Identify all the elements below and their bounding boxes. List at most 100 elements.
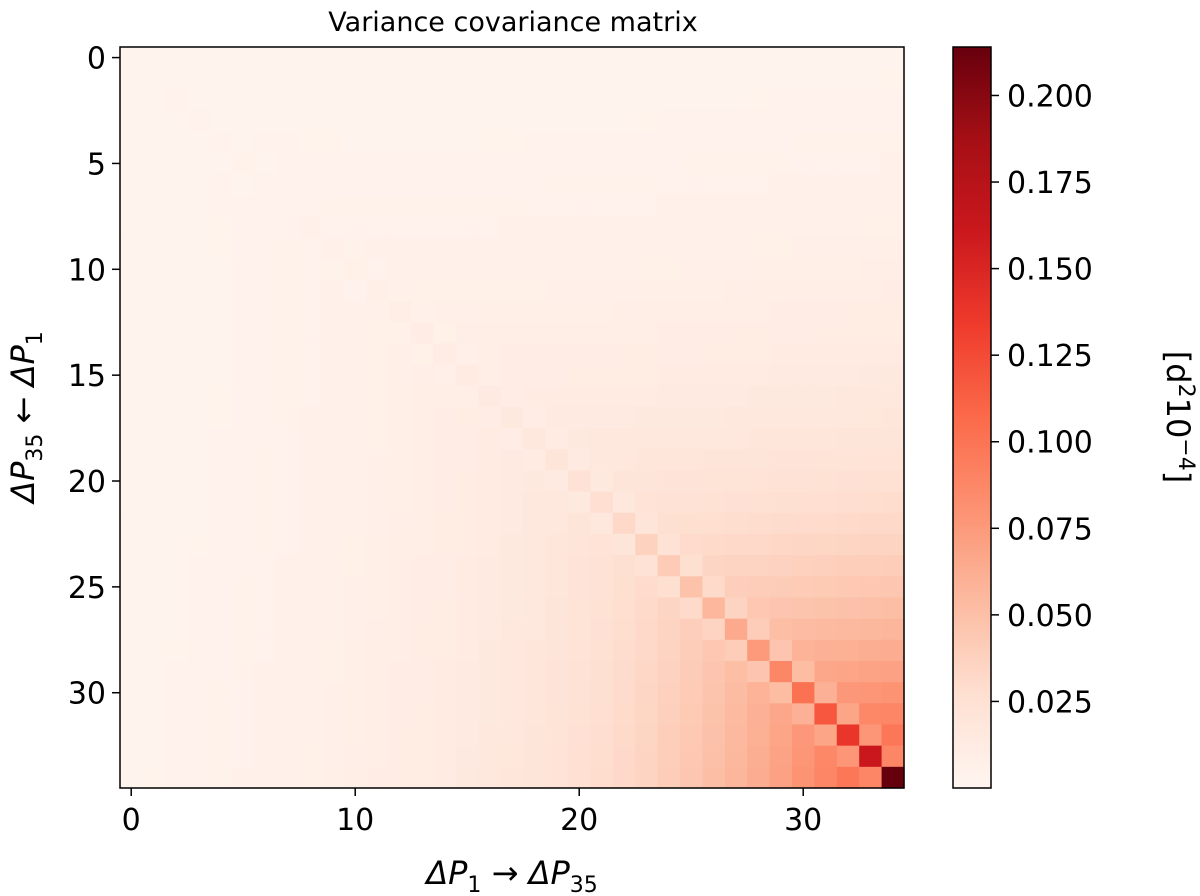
heatmap-cell: [232, 470, 255, 493]
x-label-arrow: →: [481, 854, 528, 892]
heatmap-cell: [859, 131, 883, 154]
heatmap-cell: [164, 47, 188, 69]
heatmap-cell: [747, 533, 771, 556]
heatmap-cell: [299, 533, 323, 556]
heatmap-cell: [702, 470, 726, 493]
heatmap-cell: [187, 682, 211, 704]
heatmap-cell: [814, 745, 838, 768]
heatmap-cell: [142, 639, 166, 662]
heatmap-cell: [635, 660, 659, 683]
heatmap-cell: [635, 343, 659, 366]
heatmap-cell: [747, 131, 771, 154]
heatmap-cell: [881, 364, 905, 387]
heatmap-cell: [545, 533, 569, 556]
heatmap-cell: [299, 131, 323, 154]
heatmap-cell: [344, 682, 367, 704]
heatmap-cell: [523, 343, 547, 366]
heatmap-cell: [657, 533, 681, 556]
heatmap-cell: [657, 216, 681, 239]
heatmap-cell: [747, 491, 771, 514]
y-label-term-b: ΔP: [4, 345, 42, 390]
heatmap-cell: [433, 576, 457, 599]
heatmap-cell: [276, 279, 300, 302]
heatmap-cell: [321, 131, 345, 154]
heatmap-cell: [142, 131, 166, 154]
heatmap-cell: [680, 618, 703, 641]
heatmap-cell: [657, 597, 681, 620]
heatmap-cell: [836, 533, 860, 556]
heatmap-cell: [568, 195, 591, 217]
heatmap-cell: [276, 237, 300, 260]
heatmap-cell: [680, 68, 703, 90]
heatmap-cell: [568, 89, 591, 112]
heatmap-cell: [500, 322, 524, 344]
heatmap-cell: [657, 766, 681, 789]
heatmap-cell: [232, 766, 255, 789]
heatmap-cell: [254, 406, 278, 429]
heatmap-cell: [836, 682, 860, 704]
heatmap-cell: [433, 364, 457, 387]
heatmap-cell: [814, 428, 838, 450]
heatmap-cell: [456, 406, 479, 429]
heatmap-cell: [523, 724, 547, 747]
heatmap-cell: [142, 470, 166, 493]
heatmap-cell: [388, 322, 412, 344]
heatmap-cell: [388, 576, 412, 599]
heatmap-cell: [635, 724, 659, 747]
heatmap-cell: [747, 279, 771, 302]
x-label-sub-a: 1: [467, 873, 481, 896]
heatmap-cell: [769, 131, 793, 154]
heatmap-cell: [881, 385, 905, 408]
heatmap-cell: [590, 406, 614, 429]
heatmap-cell: [344, 745, 367, 768]
heatmap-cell: [590, 512, 614, 535]
heatmap-cell: [478, 237, 502, 260]
heatmap-cell: [814, 533, 838, 556]
heatmap-cell: [500, 152, 524, 175]
heatmap-cell: [187, 364, 211, 387]
heatmap-cell: [209, 89, 233, 112]
y-tick-label: 10: [68, 253, 106, 288]
heatmap-cell: [881, 745, 905, 768]
heatmap-cell: [254, 89, 278, 112]
heatmap-cell: [232, 279, 255, 302]
heatmap-cell: [366, 470, 390, 493]
heatmap-cell: [478, 555, 502, 577]
heatmap-cell: [276, 428, 300, 450]
heatmap-cell: [388, 597, 412, 620]
heatmap-cell: [142, 152, 166, 175]
heatmap-cell: [545, 385, 569, 408]
heatmap-cell: [187, 745, 211, 768]
heatmap-cell: [545, 195, 569, 217]
heatmap-cell: [232, 322, 255, 344]
heatmap-cell: [120, 491, 143, 514]
heatmap-cell: [120, 470, 143, 493]
heatmap-cell: [747, 152, 771, 175]
heatmap-cell: [388, 724, 412, 747]
heatmap-cell: [859, 703, 883, 726]
colorbar-tick-label: 0.150: [1007, 253, 1093, 288]
heatmap-cell: [792, 660, 815, 683]
heatmap-cell: [881, 576, 905, 599]
heatmap-cell: [187, 660, 211, 683]
heatmap-cell: [769, 745, 793, 768]
heatmap-cell: [702, 47, 726, 69]
heatmap-cell: [456, 449, 479, 472]
heatmap-cell: [120, 343, 143, 366]
heatmap-cell: [657, 745, 681, 768]
heatmap-cell: [366, 364, 390, 387]
heatmap-cell: [612, 131, 636, 154]
heatmap-cell: [724, 745, 748, 768]
heatmap-cell: [568, 639, 591, 662]
heatmap-cell: [433, 131, 457, 154]
heatmap-cell: [680, 47, 703, 69]
heatmap-cell: [568, 110, 591, 133]
heatmap-cell: [523, 703, 547, 726]
heatmap-cell: [500, 576, 524, 599]
heatmap-cell: [612, 449, 636, 472]
heatmap-cell: [814, 682, 838, 704]
heatmap-cell: [792, 555, 815, 577]
heatmap-cell: [702, 555, 726, 577]
heatmap-cell: [635, 491, 659, 514]
heatmap-cell: [635, 174, 659, 196]
